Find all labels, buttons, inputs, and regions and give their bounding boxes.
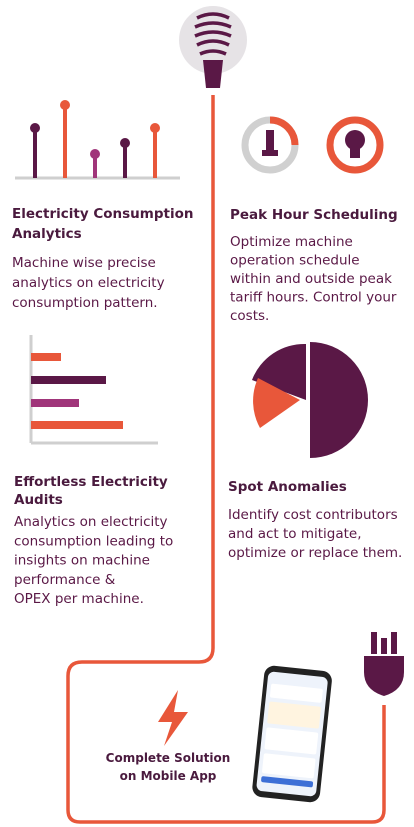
feature-title: Electricity Consumption [12,206,193,222]
feature-description: analytics on electricity [12,275,165,291]
audit-icon [31,335,158,443]
connector-line [68,95,384,822]
feature-description: OPEX per machine. [14,591,144,607]
feature-description: insights on machine [14,553,150,569]
feature-description: and act to mitigate, [228,526,362,542]
mobile-title: Complete Solution [106,751,231,765]
feature-description: tariff hours. Control your [230,290,397,306]
feature-description: consumption pattern. [12,295,158,311]
feature-title: Spot Anomalies [228,479,347,495]
plug-icon [364,632,404,696]
bulb-icon [179,6,247,88]
feature-description: Analytics on electricity [14,514,168,530]
feature-title: Audits [14,492,63,508]
feature-description: operation schedule [230,253,360,269]
feature-description: optimize or replace them. [228,545,402,561]
page: Electricity Consumption Analytics Machine … [0,0,414,827]
mobile-title: on Mobile App [120,769,217,783]
feature-description: costs. [230,308,269,324]
lightning-icon [158,690,188,746]
infographic: Electricity Consumption Analytics Machine … [0,0,414,827]
feature-description: consumption leading to [14,533,173,549]
phone-icon [251,665,332,803]
feature-description: Optimize machine [230,234,353,250]
feature-description: Identify cost contributors [228,507,398,523]
feature-description: within and outside peak [230,271,392,287]
feature-description: performance & [14,572,116,588]
feature-title: Effortless Electricity [14,474,168,490]
anomaly-icon [252,342,368,458]
peak-icon [245,120,380,170]
feature-description: Machine wise precise [12,255,156,271]
feature-title: Analytics [12,226,82,242]
feature-title: Peak Hour Scheduling [230,207,398,223]
analytics-icon [15,100,180,178]
